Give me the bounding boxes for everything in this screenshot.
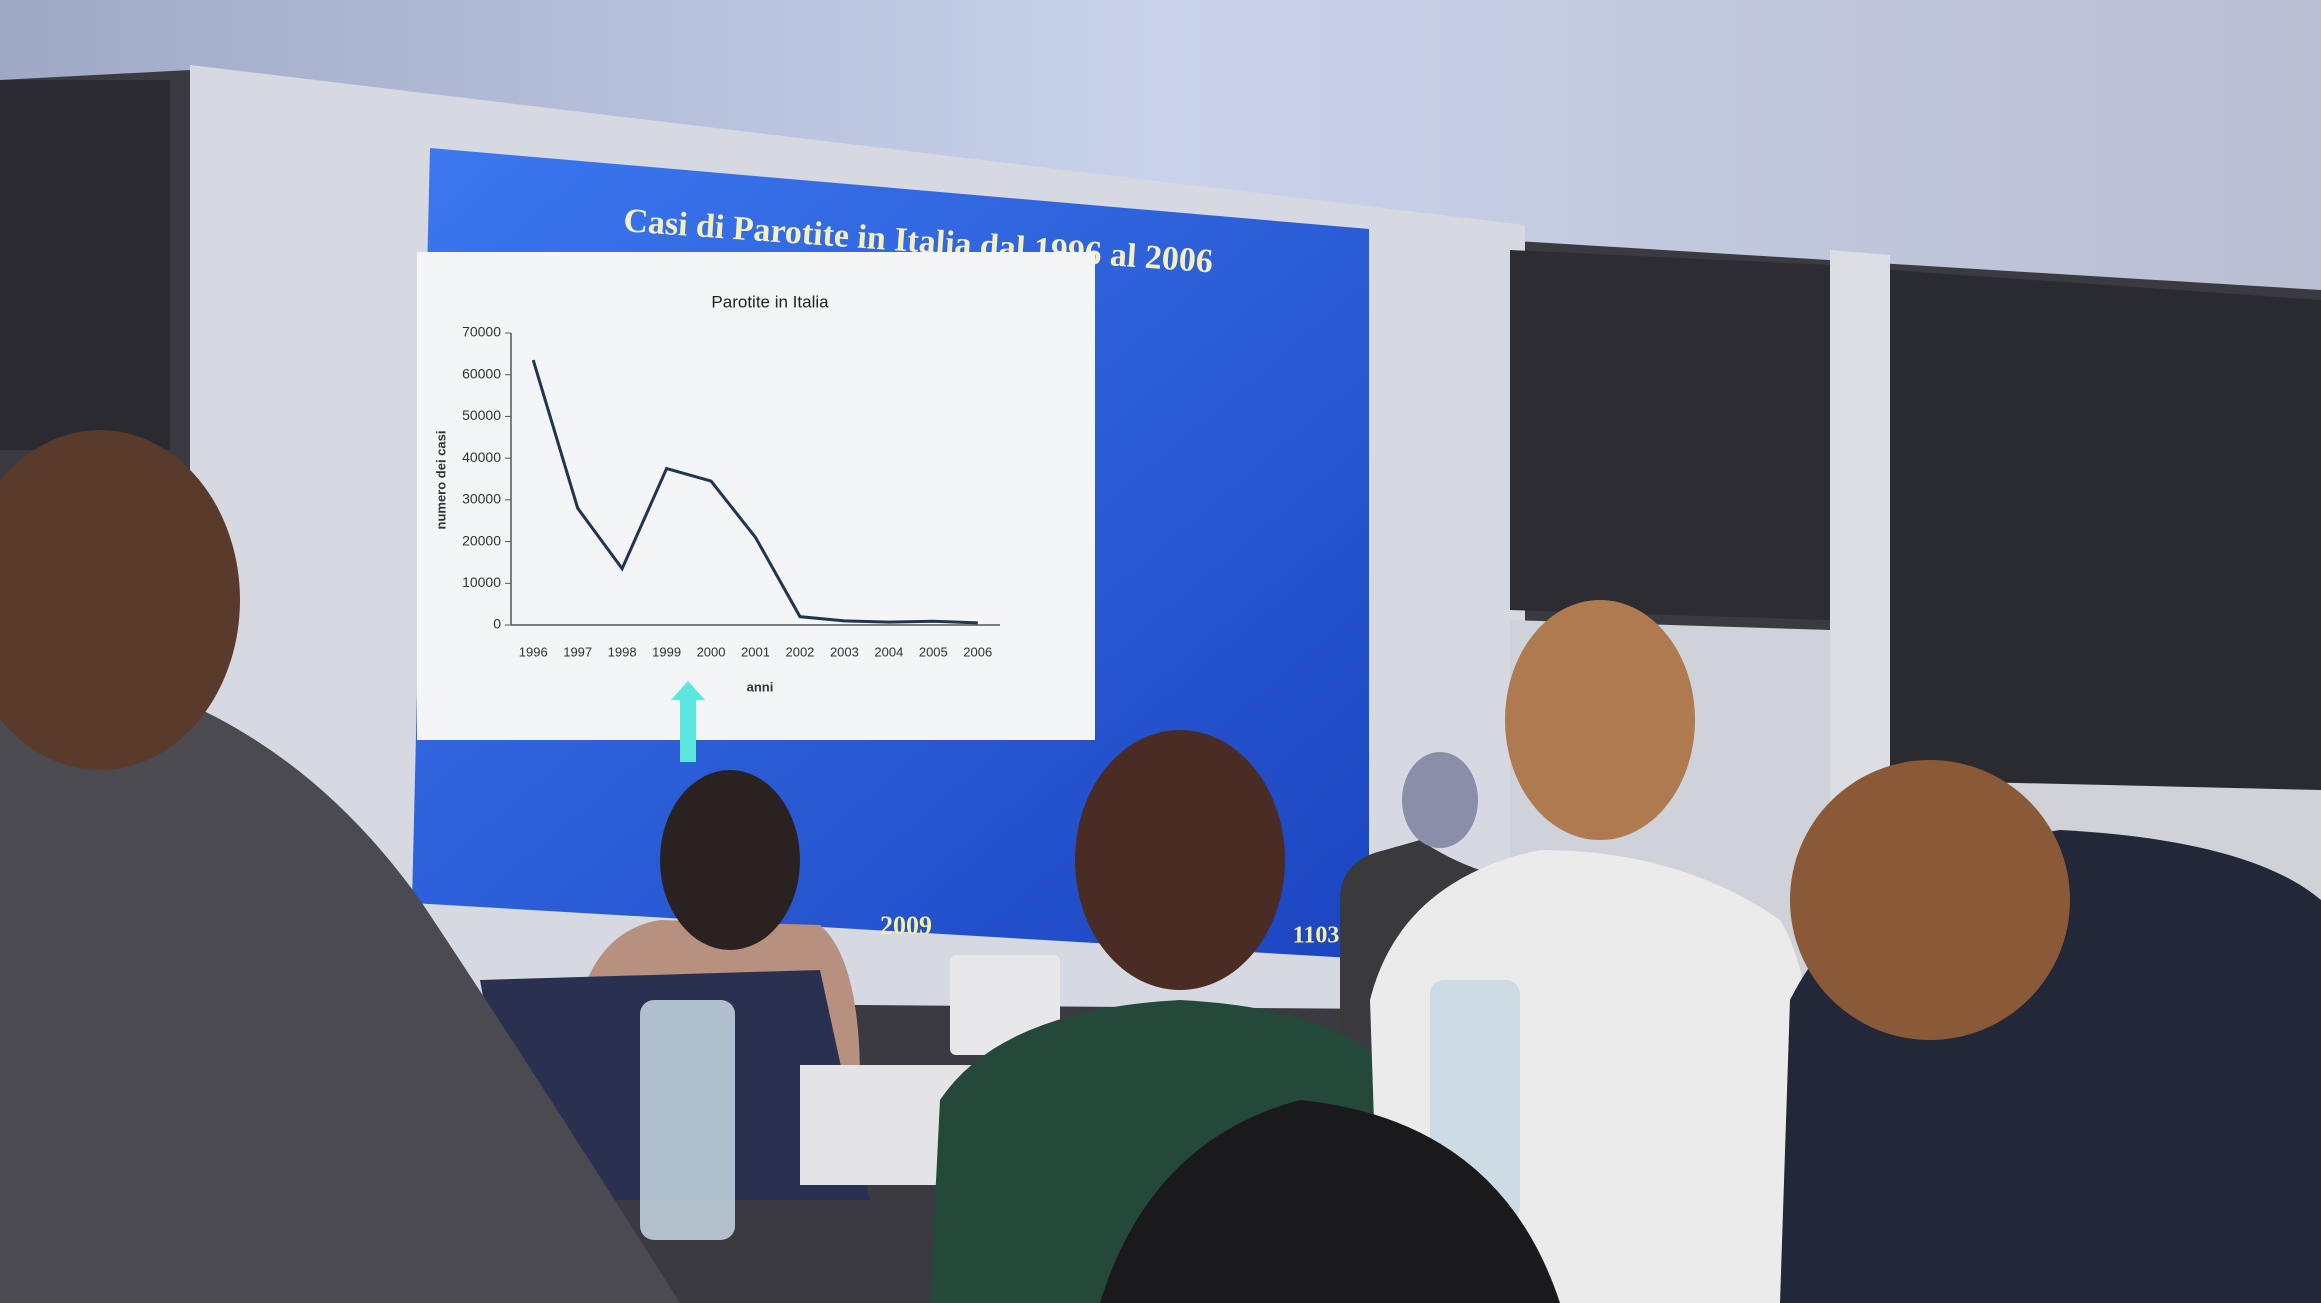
curtain [1890, 270, 2321, 790]
x-tick-label: 1996 [519, 644, 548, 659]
x-tick-label: 2003 [830, 644, 859, 659]
curtain [0, 80, 170, 450]
x-tick-label: 2000 [697, 644, 726, 659]
x-tick-label: 2006 [963, 644, 992, 659]
chair [1100, 1100, 1560, 1303]
person-head [1790, 760, 2070, 1040]
y-tick-label: 70000 [462, 324, 501, 340]
person-head [1505, 600, 1695, 840]
slide-page-number: 1103 [1293, 923, 1340, 949]
person-head [1075, 730, 1285, 990]
data-line [531, 359, 978, 625]
x-tick-label: 2001 [741, 644, 770, 659]
x-tick-label: 1999 [652, 644, 681, 659]
y-tick-label: 0 [493, 616, 501, 632]
curtain [1510, 250, 1830, 620]
y-tick-label: 50000 [462, 407, 501, 423]
y-tick-label: 30000 [462, 491, 501, 507]
y-tick-label: 40000 [462, 449, 501, 465]
y-tick-label: 20000 [462, 532, 501, 548]
x-tick-label: 2002 [785, 644, 814, 659]
chart: Parotite in Italia numero dei casi anni 0 10… [433, 292, 1000, 694]
x-tick-label: 2004 [874, 644, 903, 659]
ceiling [0, 0, 2321, 290]
person-head [0, 430, 240, 770]
slide-footer-year: 2009 [880, 911, 932, 940]
y-tick-label: 10000 [462, 574, 501, 590]
x-tick-label: 2005 [919, 644, 948, 659]
x-tick-label: 1998 [608, 644, 637, 659]
x-tick-label: 1997 [563, 644, 592, 659]
bottle [640, 1000, 735, 1240]
person-hood [0, 684, 680, 1303]
chart-title: Parotite in Italia [711, 292, 829, 311]
person-head [660, 770, 800, 950]
y-tick-label: 60000 [462, 365, 501, 381]
x-axis-label: anni [747, 679, 774, 694]
chart-panel [417, 252, 1095, 740]
y-axis-label: numero dei casi [433, 431, 448, 530]
presenter-head [1402, 752, 1478, 848]
arrow [671, 681, 705, 762]
